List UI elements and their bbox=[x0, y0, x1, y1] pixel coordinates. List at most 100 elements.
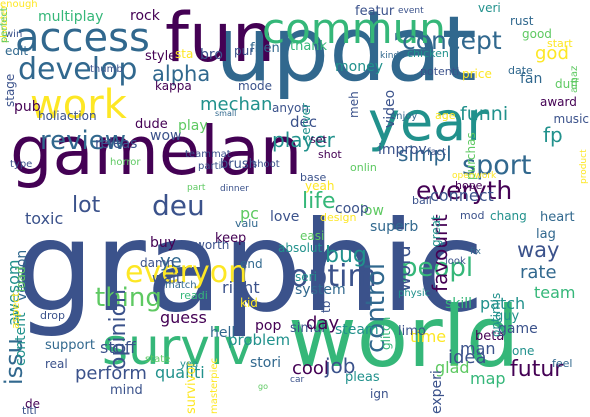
word-physic: physic bbox=[398, 288, 431, 299]
word-age: age bbox=[435, 109, 456, 122]
word-game: game bbox=[498, 321, 538, 337]
word-support: support bbox=[45, 338, 95, 353]
word-everyth: everyth bbox=[416, 176, 513, 205]
word-onlin: onlin bbox=[350, 161, 377, 174]
word-dude: dude bbox=[135, 117, 168, 132]
word-concept: concept bbox=[402, 26, 502, 55]
word-end: end bbox=[240, 257, 263, 271]
word-mod: mod bbox=[460, 209, 485, 222]
word-friend: friend bbox=[250, 41, 289, 56]
word-easi: easi bbox=[300, 229, 325, 243]
word-alpha: alpha bbox=[152, 62, 211, 86]
word-shoot: shoot bbox=[252, 159, 280, 170]
word-base: base bbox=[300, 171, 327, 184]
word-veri: veri bbox=[478, 1, 501, 15]
word-lot: lot bbox=[72, 193, 101, 218]
word-set: set bbox=[310, 133, 327, 146]
word-world: world bbox=[288, 288, 520, 386]
word-beta: beta bbox=[475, 329, 505, 344]
word-mode: mode bbox=[238, 79, 273, 93]
word-dinner: dinner bbox=[220, 184, 249, 194]
word-superb: superb bbox=[370, 219, 419, 235]
word-experi: experi bbox=[429, 370, 445, 414]
word-commun: commun bbox=[262, 4, 446, 53]
word-stage: stage bbox=[3, 73, 17, 108]
word-money: money bbox=[335, 59, 383, 75]
word-surviv: surviv bbox=[102, 318, 254, 376]
word-rust: rust bbox=[510, 14, 534, 28]
word-thing: thing bbox=[95, 283, 162, 313]
word-fp: fp bbox=[543, 123, 563, 147]
word-sta: sta bbox=[175, 47, 194, 61]
word-win: win bbox=[5, 29, 23, 40]
word-good: good bbox=[522, 27, 552, 41]
word-right: right bbox=[222, 278, 260, 297]
word-edit: edit bbox=[5, 44, 29, 58]
word-fan: fan bbox=[520, 71, 543, 87]
word-peopl: peopl bbox=[401, 253, 474, 283]
word-patch: patch bbox=[480, 294, 526, 313]
word-design: design bbox=[320, 211, 357, 224]
word-go: go bbox=[258, 382, 268, 391]
word-style: style bbox=[145, 49, 177, 64]
word-rate: rate bbox=[520, 262, 557, 283]
word-system: system bbox=[295, 282, 346, 298]
word-parti: parti bbox=[198, 161, 222, 172]
word-mind: mind bbox=[110, 383, 143, 398]
word-connect: connect bbox=[430, 186, 494, 205]
word-pop: pop bbox=[255, 318, 282, 334]
word-dec: dec bbox=[290, 113, 317, 131]
word-start: start bbox=[547, 37, 573, 50]
word-optimis: optimis bbox=[489, 292, 503, 338]
word-ign: ign bbox=[370, 387, 389, 401]
word-enough: enough bbox=[0, 0, 38, 10]
word-horror: horror bbox=[110, 157, 141, 168]
word-problem: problem bbox=[228, 331, 291, 349]
word-wait: wait bbox=[152, 271, 182, 287]
word-match: match bbox=[165, 280, 197, 291]
word-glitch: glitch bbox=[379, 316, 393, 350]
word-look: look bbox=[445, 256, 466, 267]
word-absolut: absolut bbox=[278, 241, 323, 255]
word-opinion: opinion bbox=[106, 289, 131, 371]
word-rock: rock bbox=[130, 8, 160, 24]
word-event: event bbox=[398, 6, 424, 16]
word-enjoy: enjoy bbox=[390, 111, 418, 122]
word-man: man bbox=[460, 339, 496, 358]
word-guy: guy bbox=[495, 309, 520, 324]
word-limo: limo bbox=[398, 324, 426, 339]
word-date: date bbox=[508, 64, 533, 77]
word-steam: steam bbox=[335, 322, 379, 338]
word-job: job bbox=[325, 354, 356, 378]
word-worth: worth bbox=[195, 238, 230, 252]
word-sport: sport bbox=[462, 150, 532, 181]
word-glad: glad bbox=[435, 358, 470, 377]
word-gamelan: gamelan bbox=[10, 112, 303, 190]
word-perfect: perfect bbox=[0, 7, 10, 44]
word-shot: shot bbox=[318, 148, 342, 161]
word-holiaction: holiaction bbox=[38, 109, 97, 123]
word-work: work bbox=[30, 82, 127, 128]
word-yeah: yeah bbox=[305, 179, 335, 193]
word-kinda: kinda bbox=[380, 51, 405, 61]
word-small: small bbox=[215, 109, 237, 118]
word-part: part bbox=[187, 183, 206, 193]
word-teammat: teammat bbox=[185, 149, 231, 160]
word-load: load bbox=[14, 266, 28, 292]
word-god: god bbox=[535, 43, 569, 64]
word-updat: updat bbox=[215, 0, 477, 102]
word-pleas: pleas bbox=[345, 370, 380, 385]
word-duff: duff bbox=[555, 77, 579, 91]
word-great: great bbox=[429, 215, 443, 248]
word-everyon: everyon bbox=[125, 255, 248, 290]
word-brush: brush bbox=[220, 157, 257, 172]
word-lag: lag bbox=[536, 227, 556, 242]
word-player: player bbox=[272, 128, 335, 152]
word-idea: idea bbox=[448, 347, 487, 368]
word-potenti: potenti bbox=[420, 65, 460, 78]
word-deu: deu bbox=[152, 189, 205, 222]
word-graphic: graphic bbox=[15, 195, 485, 340]
word-perform: perform bbox=[75, 363, 147, 384]
word-skill: skill bbox=[445, 296, 473, 312]
